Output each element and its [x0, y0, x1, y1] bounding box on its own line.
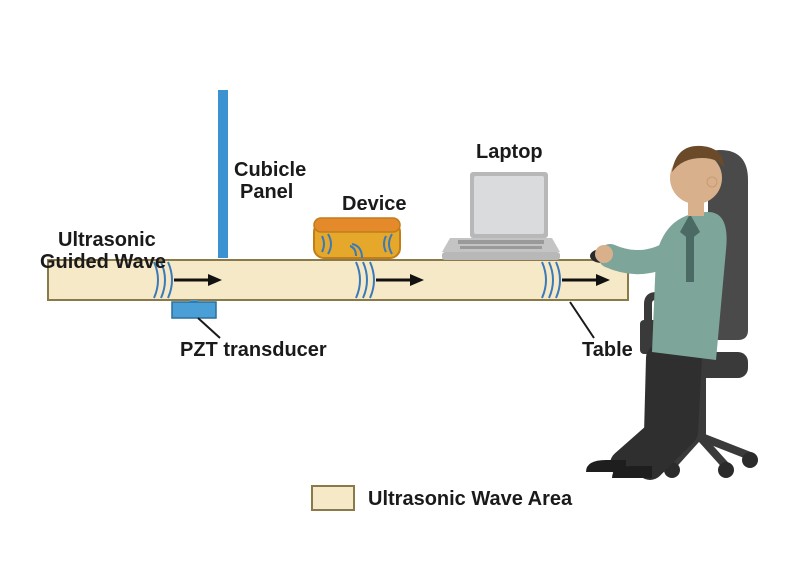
- person-on-chair: [586, 146, 758, 478]
- leader-table: [570, 302, 594, 338]
- label-table: Table: [582, 339, 633, 361]
- laptop: [442, 172, 560, 260]
- label-pzt: PZT transducer: [180, 339, 327, 361]
- cubicle-panel: [218, 90, 228, 258]
- charging-device: [314, 218, 400, 258]
- label-ultrasonic-guided-wave: Ultrasonic Guided Wave: [40, 229, 166, 273]
- legend-swatch: [312, 486, 354, 510]
- label-cubicle-panel: Cubicle Panel: [234, 159, 312, 203]
- leader-pzt: [198, 318, 220, 338]
- legend-text: Ultrasonic Wave Area: [368, 488, 573, 510]
- pzt-transducer: [172, 302, 216, 318]
- diagram-canvas: Ultrasonic Guided Wave Cubicle Panel Dev…: [0, 0, 800, 580]
- label-laptop: Laptop: [476, 141, 543, 163]
- label-device: Device: [342, 193, 407, 215]
